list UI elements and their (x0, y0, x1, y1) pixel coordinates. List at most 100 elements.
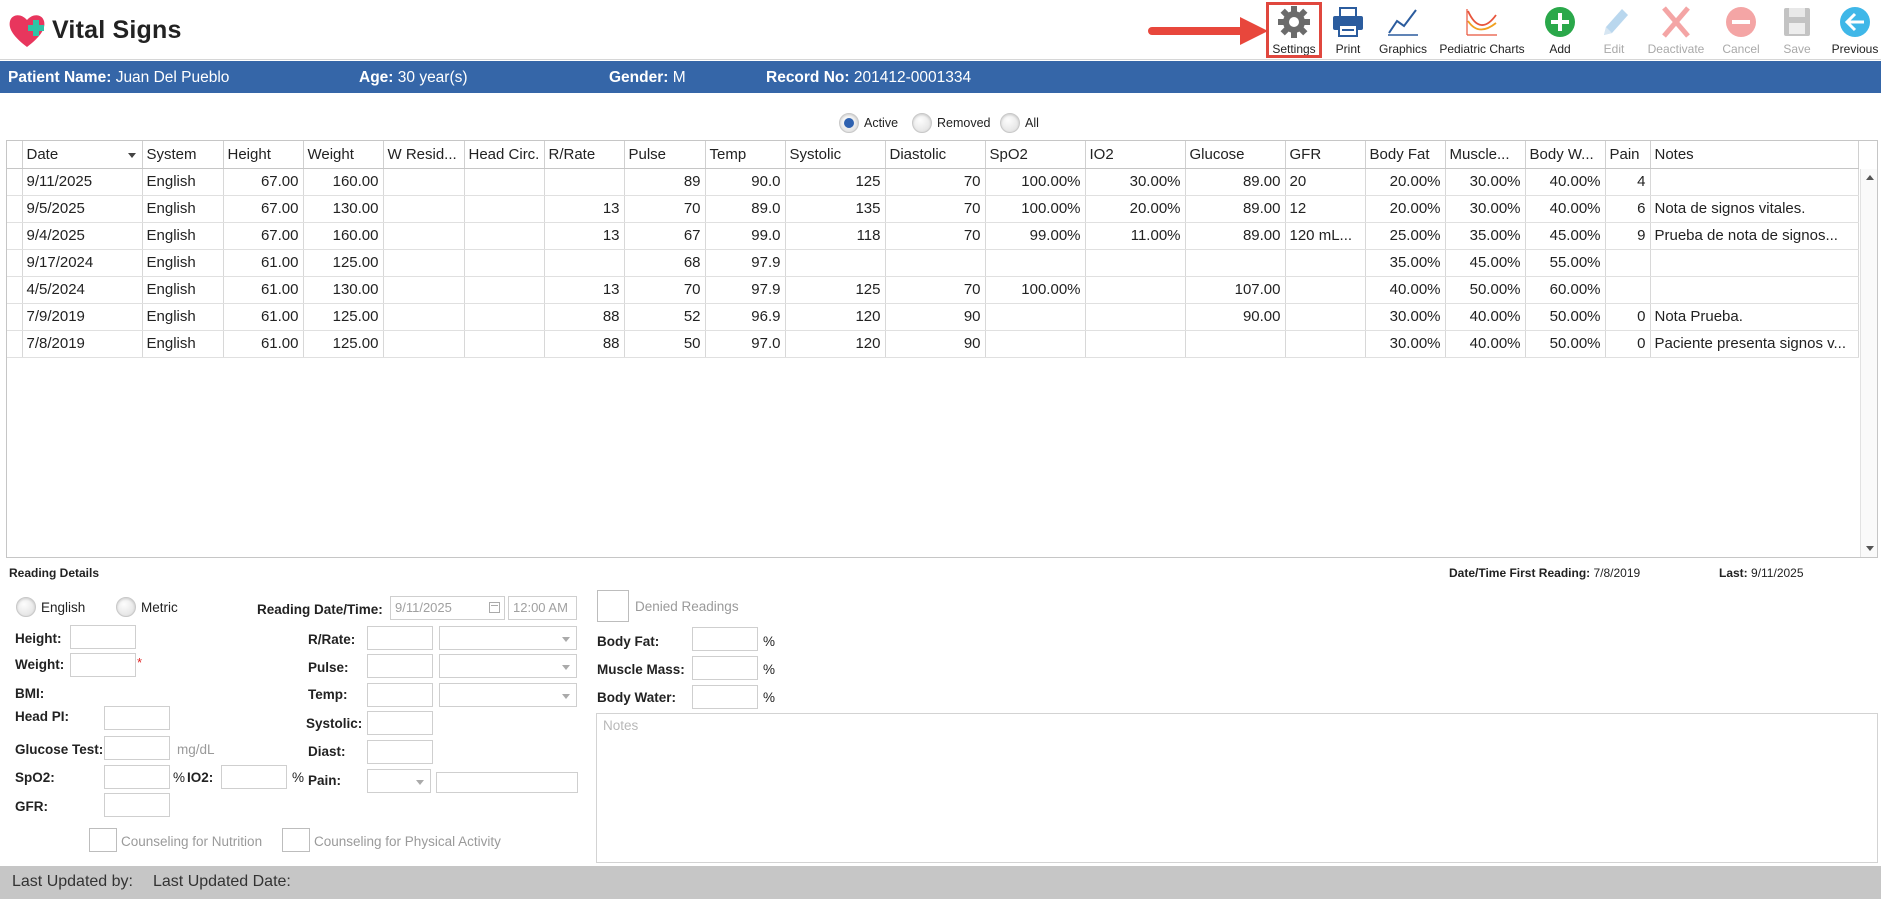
table-cell (544, 168, 625, 196)
filter-all-radio[interactable]: All (1000, 113, 1039, 133)
table-cell: English (142, 195, 224, 223)
table-cell: 40.00% (1445, 330, 1526, 358)
column-header[interactable]: Notes (1650, 141, 1859, 169)
table-cell (1085, 276, 1186, 304)
column-header[interactable]: R/Rate (544, 141, 625, 169)
row-indicator[interactable] (7, 195, 23, 223)
system-english-radio[interactable]: English (16, 597, 85, 617)
column-header[interactable]: IO2 (1085, 141, 1186, 169)
body-fat-input[interactable] (692, 627, 758, 651)
table-cell: 0 (1605, 330, 1651, 358)
table-row[interactable]: 7/8/2019 English 61.00 125.00 88 50 97.0 120 90 3… (7, 330, 1859, 358)
last-updated-by-label: Last Updated by: (12, 873, 133, 890)
height-input[interactable] (70, 625, 136, 649)
calendar-icon[interactable] (489, 602, 500, 613)
table-cell (985, 330, 1086, 358)
table-row[interactable]: 9/4/2025 English 67.00 160.00 13 67 99.0 118 70 9… (7, 222, 1859, 250)
table-row[interactable]: 9/17/2024 English 61.00 125.00 68 97.9 35.00% 4… (7, 249, 1859, 277)
column-header[interactable]: Systolic (785, 141, 886, 169)
spo2-label: SpO2: (15, 770, 55, 785)
body-water-input[interactable] (692, 685, 758, 709)
column-header[interactable]: Muscle... (1445, 141, 1526, 169)
rrate-input[interactable] (367, 626, 433, 650)
column-header[interactable]: Diastolic (885, 141, 986, 169)
column-header[interactable]: Date (22, 141, 143, 169)
filter-removed-radio[interactable]: Removed (912, 113, 991, 133)
row-indicator[interactable] (7, 249, 23, 277)
weight-input[interactable] (70, 653, 136, 677)
print-button[interactable]: Print (1322, 2, 1374, 58)
column-header[interactable]: Pain (1605, 141, 1651, 169)
pediatric-charts-button[interactable]: Pediatric Charts (1432, 2, 1532, 58)
muscle-mass-input[interactable] (692, 656, 758, 680)
radio-empty-icon (1000, 113, 1020, 133)
row-indicator[interactable] (7, 330, 23, 358)
gfr-input[interactable] (104, 793, 170, 817)
row-indicator[interactable] (7, 276, 23, 304)
table-cell: 9 (1605, 222, 1651, 250)
table-cell: 120 mL... (1285, 222, 1366, 250)
pain-notes-input[interactable] (436, 772, 578, 793)
table-cell: 50.00% (1445, 276, 1526, 304)
add-button[interactable]: Add (1532, 2, 1588, 58)
counseling-activity-checkbox[interactable] (282, 828, 310, 852)
spo2-input[interactable] (104, 765, 170, 789)
table-cell (464, 276, 545, 304)
diast-input[interactable] (367, 740, 433, 764)
row-indicator[interactable] (7, 222, 23, 250)
table-cell (1085, 330, 1186, 358)
scroll-down-icon[interactable] (1866, 546, 1874, 551)
column-header[interactable]: Height (223, 141, 304, 169)
column-header[interactable]: GFR (1285, 141, 1366, 169)
system-metric-label: Metric (141, 599, 178, 615)
printer-icon (1333, 7, 1363, 37)
notes-textarea[interactable]: Notes (596, 713, 1878, 863)
column-header[interactable]: Pulse (624, 141, 706, 169)
pulse-select[interactable] (439, 654, 577, 678)
vertical-scrollbar[interactable] (1860, 169, 1877, 557)
cancel-button[interactable]: Cancel (1712, 2, 1770, 58)
table-cell: 130.00 (303, 195, 384, 223)
denied-readings-checkbox[interactable] (597, 590, 629, 622)
io2-input[interactable] (221, 765, 287, 789)
column-header[interactable]: W Resid... (383, 141, 465, 169)
pulse-input[interactable] (367, 654, 433, 678)
previous-button[interactable]: Previous (1824, 2, 1881, 58)
settings-button[interactable]: Settings (1266, 2, 1322, 58)
table-row[interactable]: 9/11/2025 English 67.00 160.00 89 90.0 125 70 10… (7, 168, 1859, 196)
reading-time-input[interactable]: 12:00 AM (508, 596, 577, 620)
scroll-up-icon[interactable] (1866, 175, 1874, 180)
edit-button[interactable]: Edit (1588, 2, 1640, 58)
rrate-select[interactable] (439, 626, 577, 650)
table-row[interactable]: 7/9/2019 English 61.00 125.00 88 52 96.9 120 90 9… (7, 303, 1859, 331)
glucose-test-input[interactable] (104, 736, 170, 760)
table-cell: 67.00 (223, 168, 304, 196)
counseling-nutrition-checkbox[interactable] (89, 828, 117, 852)
pain-select[interactable] (367, 769, 431, 793)
reading-date-input[interactable]: 9/11/2025 (390, 596, 505, 620)
column-header[interactable]: Head Circ. (464, 141, 545, 169)
save-button[interactable]: Save (1770, 2, 1824, 58)
table-cell: 88 (544, 303, 625, 331)
system-metric-radio[interactable]: Metric (116, 597, 178, 617)
column-header[interactable]: Body Fat (1365, 141, 1446, 169)
column-header[interactable]: Body W... (1525, 141, 1606, 169)
graphics-button[interactable]: Graphics (1374, 2, 1432, 58)
head-pi-input[interactable] (104, 706, 170, 730)
table-row[interactable]: 4/5/2024 English 61.00 130.00 13 70 97.9 125 70 1… (7, 276, 1859, 304)
row-indicator[interactable] (7, 168, 23, 196)
systolic-input[interactable] (367, 711, 433, 735)
table-cell: 88 (544, 330, 625, 358)
temp-input[interactable] (367, 683, 433, 707)
row-indicator[interactable] (7, 303, 23, 331)
column-header[interactable]: System (142, 141, 224, 169)
filter-active-radio[interactable]: Active (839, 113, 898, 133)
temp-select[interactable] (439, 683, 577, 707)
column-header[interactable]: Weight (303, 141, 384, 169)
deactivate-button[interactable]: Deactivate (1640, 2, 1712, 58)
column-header[interactable]: Glucose (1185, 141, 1286, 169)
table-cell (1650, 276, 1859, 304)
column-header[interactable]: SpO2 (985, 141, 1086, 169)
column-header[interactable]: Temp (705, 141, 786, 169)
table-row[interactable]: 9/5/2025 English 67.00 130.00 13 70 89.0 135 70 1… (7, 195, 1859, 223)
